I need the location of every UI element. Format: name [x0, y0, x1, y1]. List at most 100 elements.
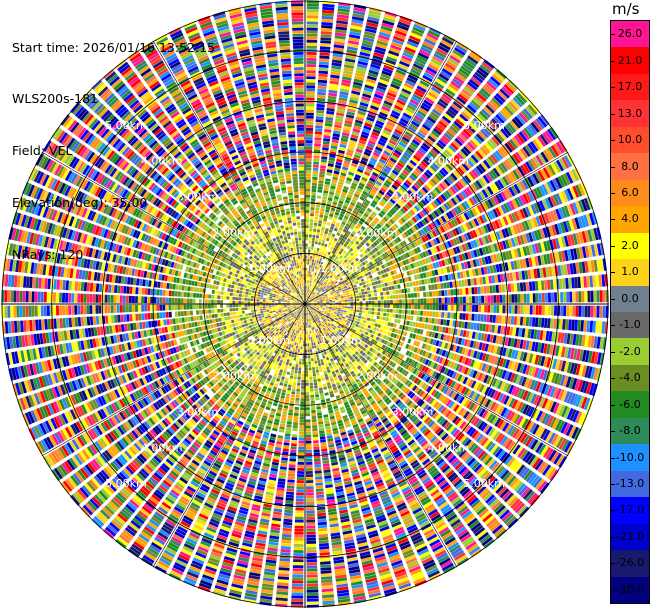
velocity-gate — [411, 304, 415, 310]
velocity-gate — [436, 276, 440, 283]
velocity-gate — [317, 88, 327, 93]
velocity-gate — [402, 52, 414, 59]
velocity-gate — [441, 115, 452, 124]
velocity-gate — [315, 235, 320, 239]
velocity-gate — [306, 295, 308, 299]
velocity-gate — [370, 278, 374, 282]
velocity-gate — [366, 218, 372, 224]
velocity-gate — [374, 90, 385, 97]
velocity-gate — [408, 299, 412, 304]
velocity-gate — [538, 305, 542, 315]
velocity-gate — [326, 110, 335, 115]
velocity-gate — [305, 149, 313, 153]
velocity-gate — [383, 291, 387, 296]
velocity-gate — [328, 269, 332, 274]
velocity-gate — [329, 80, 339, 85]
velocity-gate — [410, 310, 414, 315]
velocity-gate — [360, 326, 365, 330]
velocity-gate — [325, 209, 330, 213]
velocity-gate — [339, 197, 345, 202]
velocity-gate — [372, 128, 381, 135]
velocity-gate — [314, 266, 317, 270]
velocity-gate — [432, 162, 440, 170]
velocity-gate — [495, 69, 507, 80]
velocity-gate — [404, 167, 412, 174]
velocity-gate — [360, 207, 366, 212]
velocity-gate — [325, 261, 329, 265]
velocity-gate — [353, 228, 358, 233]
velocity-gate — [458, 280, 462, 287]
velocity-gate — [312, 288, 315, 292]
velocity-gate — [374, 217, 380, 223]
velocity-gate — [336, 158, 343, 163]
velocity-gate — [367, 180, 375, 186]
velocity-gate — [438, 139, 447, 148]
velocity-gate — [326, 222, 331, 226]
velocity-gate — [306, 73, 316, 77]
velocity-gate — [306, 109, 314, 113]
velocity-gate — [365, 310, 369, 314]
velocity-gate — [320, 245, 324, 249]
velocity-gate — [331, 257, 335, 261]
velocity-gate — [416, 292, 421, 298]
velocity-gate — [340, 294, 344, 297]
velocity-gate — [364, 280, 369, 284]
velocity-gate — [432, 108, 442, 117]
velocity-gate — [360, 45, 372, 52]
velocity-gate — [312, 179, 318, 183]
velocity-gate — [452, 49, 464, 59]
velocity-gate — [463, 86, 474, 96]
velocity-gate — [407, 38, 420, 45]
velocity-gate — [360, 134, 369, 139]
velocity-gate — [366, 182, 373, 188]
velocity-gate — [418, 280, 422, 286]
velocity-gate — [327, 98, 337, 103]
velocity-gate — [305, 292, 307, 295]
velocity-gate — [459, 296, 463, 304]
velocity-gate — [314, 241, 318, 245]
velocity-gate — [360, 319, 364, 323]
velocity-gate — [442, 93, 452, 102]
velocity-gate — [434, 318, 438, 325]
velocity-gate — [323, 273, 327, 277]
velocity-gate — [332, 299, 335, 301]
velocity-gate — [306, 67, 316, 71]
velocity-gate — [445, 88, 456, 97]
velocity-gate — [375, 87, 386, 94]
velocity-gate — [306, 85, 316, 89]
velocity-gate — [335, 26, 348, 31]
velocity-gate — [516, 316, 521, 326]
velocity-gate — [350, 201, 356, 207]
velocity-gate — [374, 296, 378, 300]
velocity-gate — [382, 196, 389, 202]
velocity-gate — [305, 286, 307, 289]
velocity-gate — [340, 137, 348, 143]
velocity-gate — [401, 154, 410, 161]
velocity-gate — [306, 295, 307, 298]
velocity-gate — [318, 251, 322, 255]
velocity-gate — [318, 180, 324, 184]
velocity-gate — [307, 289, 309, 293]
velocity-gate — [547, 305, 551, 316]
velocity-gate — [338, 200, 344, 205]
velocity-gate — [407, 162, 415, 169]
velocity-gate — [311, 281, 314, 285]
velocity-gate — [306, 295, 308, 299]
velocity-gate — [472, 296, 475, 303]
velocity-gate — [338, 306, 342, 308]
velocity-gate — [377, 203, 383, 209]
velocity-gate — [326, 272, 330, 276]
velocity-gate — [350, 25, 363, 31]
velocity-gate — [384, 147, 393, 154]
velocity-gate — [349, 140, 357, 145]
velocity-gate — [331, 59, 342, 64]
velocity-gate — [366, 287, 371, 291]
velocity-gate — [444, 289, 448, 296]
velocity-gate — [384, 321, 388, 326]
velocity-gate — [322, 196, 328, 200]
velocity-gate — [394, 318, 398, 323]
velocity-gate — [354, 75, 365, 81]
velocity-gate — [320, 165, 326, 169]
velocity-gate — [434, 144, 443, 152]
velocity-gate — [448, 144, 457, 153]
